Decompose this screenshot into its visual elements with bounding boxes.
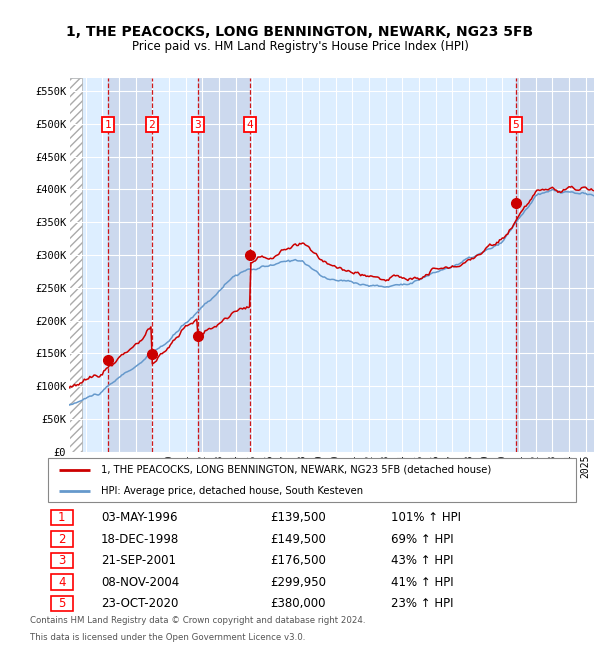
Text: 1, THE PEACOCKS, LONG BENNINGTON, NEWARK, NG23 5FB: 1, THE PEACOCKS, LONG BENNINGTON, NEWARK… — [67, 25, 533, 39]
Text: This data is licensed under the Open Government Licence v3.0.: This data is licensed under the Open Gov… — [30, 633, 305, 642]
Text: 41% ↑ HPI: 41% ↑ HPI — [391, 576, 454, 589]
Text: 2: 2 — [148, 120, 155, 130]
Text: Contains HM Land Registry data © Crown copyright and database right 2024.: Contains HM Land Registry data © Crown c… — [30, 616, 365, 625]
Bar — [82, 78, 108, 452]
Text: 2: 2 — [58, 533, 65, 546]
Text: £176,500: £176,500 — [270, 554, 326, 567]
Text: 5: 5 — [58, 597, 65, 610]
Text: 1: 1 — [104, 120, 112, 130]
Bar — [69, 78, 82, 452]
FancyBboxPatch shape — [50, 575, 73, 590]
FancyBboxPatch shape — [48, 458, 576, 502]
Text: 23% ↑ HPI: 23% ↑ HPI — [391, 597, 454, 610]
Text: 03-MAY-1996: 03-MAY-1996 — [101, 511, 178, 524]
FancyBboxPatch shape — [50, 596, 73, 611]
Text: 1, THE PEACOCKS, LONG BENNINGTON, NEWARK, NG23 5FB (detached house): 1, THE PEACOCKS, LONG BENNINGTON, NEWARK… — [101, 465, 491, 475]
Text: HPI: Average price, detached house, South Kesteven: HPI: Average price, detached house, Sout… — [101, 486, 363, 496]
Text: 4: 4 — [247, 120, 253, 130]
FancyBboxPatch shape — [50, 510, 73, 525]
Bar — [250, 78, 516, 452]
FancyBboxPatch shape — [50, 553, 73, 568]
Bar — [108, 78, 152, 452]
Text: 3: 3 — [194, 120, 201, 130]
Text: 1: 1 — [58, 511, 65, 524]
Bar — [197, 78, 250, 452]
Text: 18-DEC-1998: 18-DEC-1998 — [101, 533, 179, 546]
Text: £139,500: £139,500 — [270, 511, 326, 524]
Text: £380,000: £380,000 — [270, 597, 325, 610]
Bar — [152, 78, 197, 452]
Text: 4: 4 — [58, 576, 65, 589]
Text: £149,500: £149,500 — [270, 533, 326, 546]
Text: 21-SEP-2001: 21-SEP-2001 — [101, 554, 176, 567]
Bar — [516, 78, 594, 452]
Text: 23-OCT-2020: 23-OCT-2020 — [101, 597, 178, 610]
Text: 101% ↑ HPI: 101% ↑ HPI — [391, 511, 461, 524]
FancyBboxPatch shape — [50, 532, 73, 547]
Text: 69% ↑ HPI: 69% ↑ HPI — [391, 533, 454, 546]
Text: 43% ↑ HPI: 43% ↑ HPI — [391, 554, 454, 567]
Text: 08-NOV-2004: 08-NOV-2004 — [101, 576, 179, 589]
Text: 5: 5 — [512, 120, 519, 130]
Text: 3: 3 — [58, 554, 65, 567]
Text: £299,950: £299,950 — [270, 576, 326, 589]
Text: Price paid vs. HM Land Registry's House Price Index (HPI): Price paid vs. HM Land Registry's House … — [131, 40, 469, 53]
